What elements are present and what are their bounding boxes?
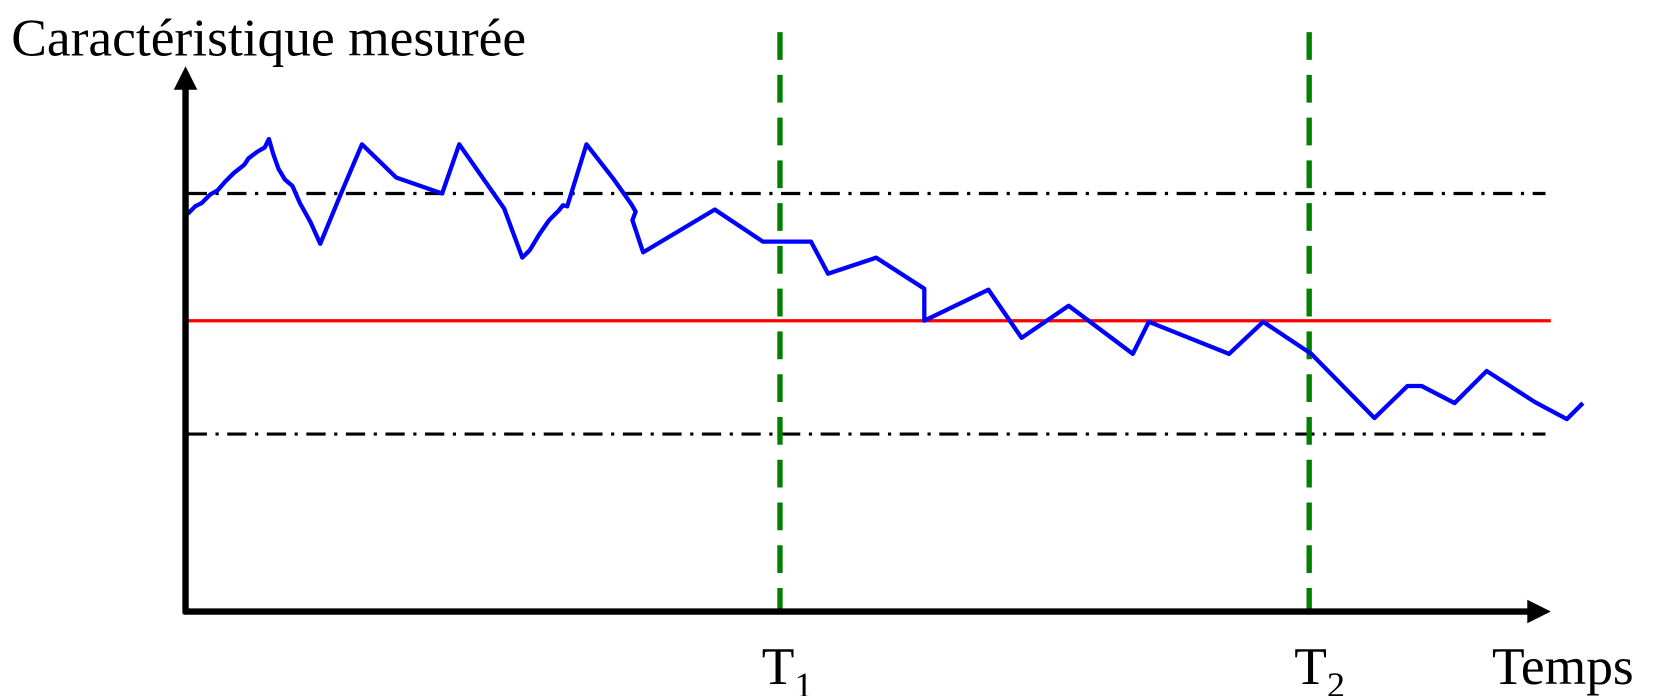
y-axis-label: Caractéristique mesurée	[11, 8, 526, 68]
y-arrow	[173, 66, 198, 90]
x-axis-label: Temps	[1492, 636, 1634, 696]
t2-label: T2	[1294, 636, 1345, 696]
x-arrow	[1527, 599, 1551, 624]
t1-label: T1	[762, 636, 813, 696]
measured-line	[186, 136, 1585, 422]
